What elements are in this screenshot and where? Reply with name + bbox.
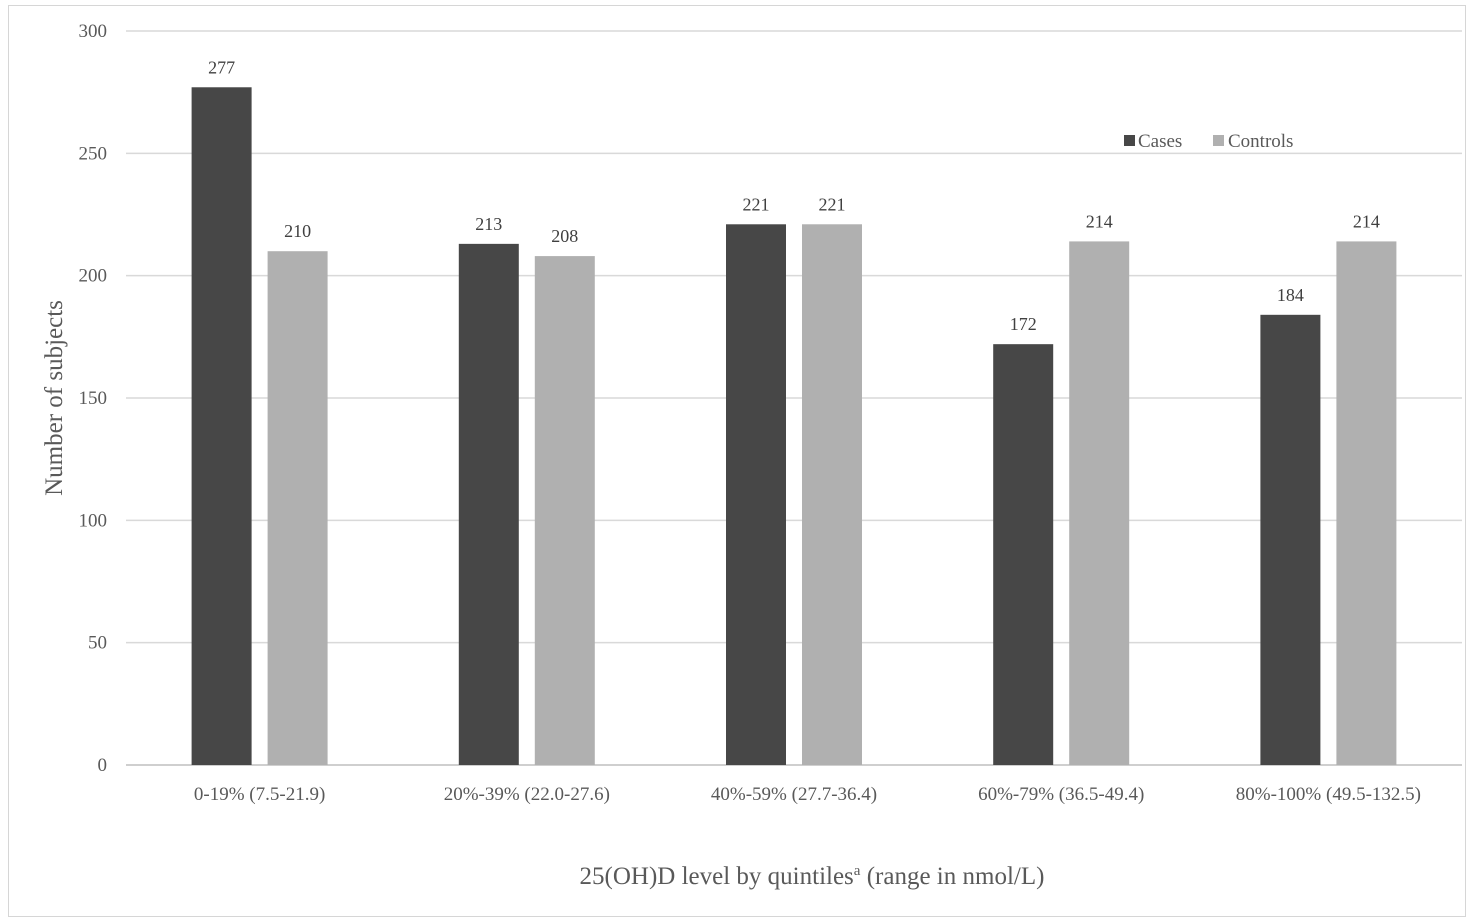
bar-cases-4	[993, 344, 1054, 765]
x-tick-label: 40%-59% (27.7-36.4)	[711, 784, 877, 805]
legend-swatch-controls	[1213, 135, 1224, 146]
data-label-cases-2: 213	[475, 214, 502, 234]
legend: Cases Controls	[1124, 131, 1293, 152]
legend-label-controls: Controls	[1228, 131, 1293, 152]
data-label-controls-4: 214	[1086, 211, 1113, 231]
bar-controls-1	[267, 251, 328, 765]
bar-controls-5	[1336, 241, 1397, 765]
bars	[191, 87, 1397, 766]
data-label-controls-1: 210	[284, 221, 311, 241]
x-axis-title: 25(OH)D level by quintilesa (range in nm…	[580, 863, 1045, 890]
bar-cases-1	[191, 87, 252, 766]
x-axis-title-main: 25(OH)D level by quintiles	[580, 863, 854, 890]
y-tick-label: 300	[79, 21, 108, 42]
legend-label-cases: Cases	[1138, 131, 1182, 152]
bar-cases-3	[726, 224, 786, 765]
bar-cases-5	[1260, 314, 1321, 765]
x-tick-label: 20%-39% (22.0-27.6)	[444, 784, 610, 805]
bar-cases-2	[458, 243, 519, 766]
y-tick-label: 250	[79, 143, 108, 164]
data-labels: 277 210 213 208 221 221 172 214 184 214	[208, 57, 1380, 334]
data-label-controls-2: 208	[551, 226, 578, 246]
data-label-controls-5: 214	[1353, 211, 1380, 231]
data-label-cases-1: 277	[208, 57, 235, 77]
bar-controls-3	[802, 224, 862, 765]
data-label-controls-3: 221	[819, 194, 846, 214]
y-tick-label: 50	[88, 633, 107, 654]
y-axis-title: Number of subjects	[41, 300, 68, 496]
x-tick-label: 80%-100% (49.5-132.5)	[1236, 784, 1421, 805]
legend-swatch-cases	[1124, 135, 1135, 146]
data-label-cases-4: 172	[1010, 314, 1037, 334]
bar-controls-4	[1069, 241, 1130, 765]
data-label-cases-3: 221	[743, 194, 770, 214]
gridlines	[126, 30, 1462, 766]
x-axis-title-tail: (range in nmol/L)	[860, 863, 1044, 890]
x-tick-label: 60%-79% (36.5-49.4)	[978, 784, 1144, 805]
y-tick-label: 200	[79, 266, 108, 287]
x-tick-label: 0-19% (7.5-21.9)	[194, 784, 325, 805]
bar-controls-2	[534, 256, 595, 765]
x-axis-title-superscript: a	[854, 863, 861, 879]
data-label-cases-5: 184	[1277, 285, 1304, 305]
y-axis-ticks: 0 50 100 150 200 250 300	[79, 21, 108, 776]
x-axis-ticks: 0-19% (7.5-21.9) 20%-39% (22.0-27.6) 40%-5…	[194, 784, 1421, 805]
y-tick-label: 100	[79, 510, 108, 531]
y-tick-label: 0	[98, 755, 108, 776]
y-tick-label: 150	[79, 388, 108, 409]
